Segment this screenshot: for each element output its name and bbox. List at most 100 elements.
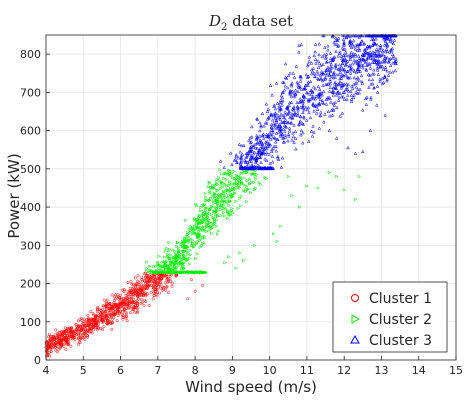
data-point (217, 195, 222, 199)
data-point (238, 175, 243, 179)
data-point (250, 135, 254, 139)
data-point (352, 58, 356, 62)
data-point (205, 216, 209, 221)
data-point (390, 33, 394, 38)
data-point (381, 67, 386, 71)
data-point (218, 168, 222, 172)
data-point (148, 283, 152, 287)
data-point (173, 270, 178, 275)
data-point (199, 205, 203, 210)
data-point (363, 47, 367, 51)
data-point (71, 334, 75, 338)
data-point (170, 270, 174, 274)
data-point (183, 249, 187, 254)
data-point (187, 238, 191, 242)
data-point (214, 198, 218, 202)
data-point (260, 111, 265, 115)
data-point (354, 85, 359, 89)
data-point (129, 280, 133, 284)
data-point (215, 214, 220, 218)
data-point (239, 160, 244, 164)
data-point (327, 170, 332, 175)
data-point (391, 41, 396, 45)
data-point (334, 86, 338, 90)
data-point (98, 314, 102, 318)
data-point (194, 256, 198, 261)
data-point (167, 256, 172, 260)
data-point (76, 324, 80, 328)
data-point (238, 181, 242, 186)
data-point (134, 285, 138, 289)
data-point (385, 35, 390, 40)
data-point (350, 33, 354, 38)
data-point (121, 300, 125, 304)
data-point (321, 70, 325, 75)
data-point (144, 294, 148, 298)
data-point (73, 338, 77, 342)
data-point (163, 249, 168, 253)
data-point (334, 49, 338, 53)
data-point (335, 72, 339, 77)
data-point (81, 322, 85, 325)
data-point (388, 70, 392, 74)
data-point (379, 60, 383, 64)
data-point (240, 143, 244, 148)
data-point (283, 129, 287, 133)
data-point (225, 201, 229, 205)
data-point (216, 201, 220, 206)
data-point (272, 103, 277, 107)
data-point (370, 33, 375, 38)
data-point (287, 126, 292, 130)
data-point (286, 132, 291, 136)
data-point (309, 97, 313, 101)
data-point (51, 341, 55, 345)
data-point (291, 134, 296, 139)
data-point (336, 90, 341, 94)
data-point (345, 59, 350, 63)
data-point (361, 149, 365, 153)
data-point (94, 314, 97, 318)
data-point (323, 45, 327, 49)
data-point (261, 150, 266, 155)
data-point (288, 71, 292, 75)
data-point (336, 43, 341, 48)
data-point (234, 199, 238, 204)
data-point (374, 60, 379, 64)
data-point (340, 81, 344, 85)
data-point (179, 270, 184, 274)
data-point (133, 276, 137, 280)
data-point (175, 244, 179, 249)
data-point (274, 131, 279, 135)
data-point (173, 264, 178, 269)
data-point (279, 165, 284, 169)
data-point (244, 184, 249, 188)
data-point (287, 100, 292, 105)
data-point (286, 174, 291, 179)
data-point (142, 285, 146, 289)
data-point (355, 67, 360, 72)
data-point (344, 58, 348, 62)
data-point (215, 189, 220, 193)
data-point (270, 135, 275, 140)
data-point (78, 341, 82, 345)
data-point (374, 49, 378, 53)
data-point (348, 38, 353, 43)
data-point (375, 62, 379, 66)
data-point (350, 61, 355, 66)
data-point (65, 327, 69, 330)
data-point (364, 68, 369, 72)
data-point (322, 53, 327, 57)
data-point (153, 289, 157, 293)
data-point (348, 71, 353, 75)
data-point (264, 150, 269, 155)
data-point (342, 97, 347, 101)
data-point (269, 128, 274, 132)
data-point (389, 36, 393, 40)
data-point (385, 55, 390, 60)
data-point (307, 110, 311, 114)
data-point (374, 47, 379, 51)
data-point (133, 311, 137, 315)
data-point (187, 262, 192, 266)
data-point (84, 324, 88, 328)
data-point (163, 281, 167, 285)
